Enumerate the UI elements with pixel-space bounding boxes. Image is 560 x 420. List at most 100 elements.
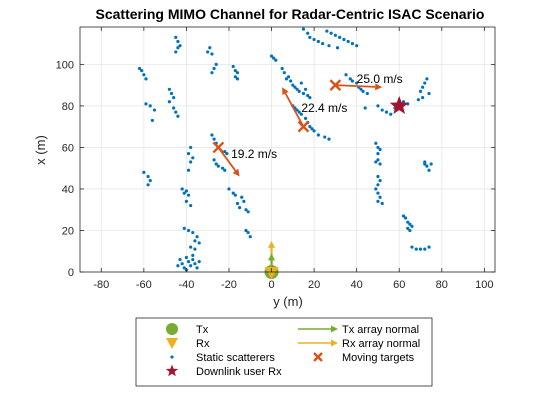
static-scatterer-point: [293, 85, 297, 89]
y-tick-label: 100: [56, 59, 74, 71]
static-scatterer-point: [220, 166, 225, 170]
static-scatterer-point: [410, 245, 414, 249]
static-scatterer-point: [365, 91, 369, 96]
static-scatterer-point: [303, 116, 308, 120]
static-scatterer-point: [401, 214, 406, 218]
static-scatterer-point: [350, 79, 355, 83]
static-scatterer-point: [178, 257, 182, 262]
static-scatterer-point: [210, 52, 214, 56]
static-scatterer-point: [312, 129, 316, 133]
static-scatterer-point: [184, 199, 189, 204]
x-axis-label: y (m): [273, 294, 303, 309]
static-scatterer-point: [284, 77, 289, 81]
y-tick-label: 20: [62, 225, 74, 237]
static-scatterer-point: [233, 69, 237, 73]
static-scatterer-point: [408, 222, 412, 226]
static-scatterer-point: [421, 85, 425, 89]
static-scatterer-point: [233, 75, 237, 79]
x-tick-label: -20: [221, 279, 237, 291]
x-tick-label: 20: [308, 279, 320, 291]
static-scatterer-point: [231, 64, 235, 69]
static-scatterer-point: [282, 71, 286, 75]
static-scatterer-point: [423, 247, 427, 251]
static-scatterer-point: [193, 247, 197, 251]
y-tick-label: 80: [62, 101, 74, 113]
x-tick-label: 100: [475, 279, 493, 291]
static-scatterer-point: [184, 255, 189, 260]
static-scatterer-point: [191, 253, 195, 257]
static-scatterer-point: [410, 224, 414, 228]
static-scatterer-point: [327, 44, 331, 48]
legend-swatch-tx: [166, 323, 178, 335]
static-scatterer-point: [301, 27, 306, 31]
static-scatterer-point: [374, 160, 378, 164]
static-scatterer-point: [176, 264, 180, 268]
static-scatterer-point: [414, 247, 418, 251]
static-scatterer-point: [174, 35, 178, 39]
static-scatterer-point: [297, 89, 301, 93]
tick-labels: -80 -60 -40 -20 0 20 40 60 80 100 0 20 40 60 80 100: [56, 27, 495, 291]
static-scatterer-point: [427, 91, 431, 96]
legend-swatch-downlink-user: [165, 364, 179, 377]
static-scatterer-point: [180, 262, 184, 266]
static-scatterer-point: [140, 69, 144, 73]
static-scatterer-point: [189, 245, 193, 249]
static-scatterer-point: [212, 137, 216, 141]
cross-stroke: [297, 120, 310, 133]
static-scatterer-point: [378, 147, 382, 152]
static-scatterer-point: [429, 162, 433, 166]
static-scatterer-point: [416, 98, 420, 102]
legend-box: [135, 317, 433, 387]
static-scatterer-point: [359, 87, 363, 91]
static-scatterer-point: [427, 245, 431, 249]
static-scatterer-point: [378, 179, 382, 183]
cross-stroke: [313, 352, 323, 362]
static-scatterer-point: [286, 75, 291, 79]
static-scatterer-point: [210, 133, 214, 137]
static-scatterer-point: [186, 152, 191, 156]
static-scatterer-point: [191, 230, 195, 235]
legend-entry-rx: Rx: [196, 338, 210, 350]
static-scatterer-point: [361, 89, 365, 93]
static-scatterer-point: [344, 73, 348, 77]
arrow-head: [331, 325, 338, 333]
static-scatterer-point: [212, 158, 216, 162]
y-tick-label: 60: [62, 142, 74, 154]
static-scatterer-point: [376, 199, 380, 204]
static-scatterer-point: [376, 152, 380, 156]
static-scatterer-point: [233, 193, 237, 197]
static-scatterer-point: [189, 145, 193, 150]
static-scatterer-point: [186, 228, 191, 233]
static-scatterer-point: [193, 239, 197, 243]
x-tick-label: -40: [178, 279, 194, 291]
arrow-head: [331, 339, 338, 347]
static-scatterer-point: [189, 203, 193, 208]
static-scatterer-point: [291, 83, 295, 87]
static-scatterer-point: [269, 54, 274, 58]
static-scatterer-point: [238, 206, 242, 210]
static-scatterer-point: [299, 112, 303, 116]
static-scatterer-point: [225, 152, 229, 156]
legend-entry-static-scatterers: Static scatterers: [196, 352, 275, 364]
static-scatterer-point: [235, 201, 240, 206]
static-scatterer-point: [248, 235, 252, 239]
static-scatterer-point: [189, 160, 193, 164]
static-scatterer-point: [374, 141, 378, 145]
static-scatterer-point: [146, 183, 150, 187]
legend-entry-moving-targets: Moving targets: [342, 352, 415, 364]
moving-target-marker: [297, 120, 310, 133]
static-scatterer-point: [193, 262, 197, 266]
static-scatterer-point: [346, 39, 350, 44]
y-axis-label: x (m): [33, 135, 48, 165]
static-scatterer-point: [376, 158, 380, 162]
static-scatterer-point: [295, 87, 299, 91]
static-scatterer-point: [418, 89, 423, 93]
target-velocity-arrow: [282, 87, 305, 128]
static-scatterer-point: [376, 145, 380, 150]
static-scatterer-point: [333, 33, 337, 37]
static-scatterer-point: [197, 260, 201, 264]
static-scatterer-point: [389, 112, 393, 116]
static-scatterer-point: [216, 164, 220, 168]
static-scatterer-point: [378, 195, 382, 199]
static-scatterer-point: [406, 226, 410, 230]
